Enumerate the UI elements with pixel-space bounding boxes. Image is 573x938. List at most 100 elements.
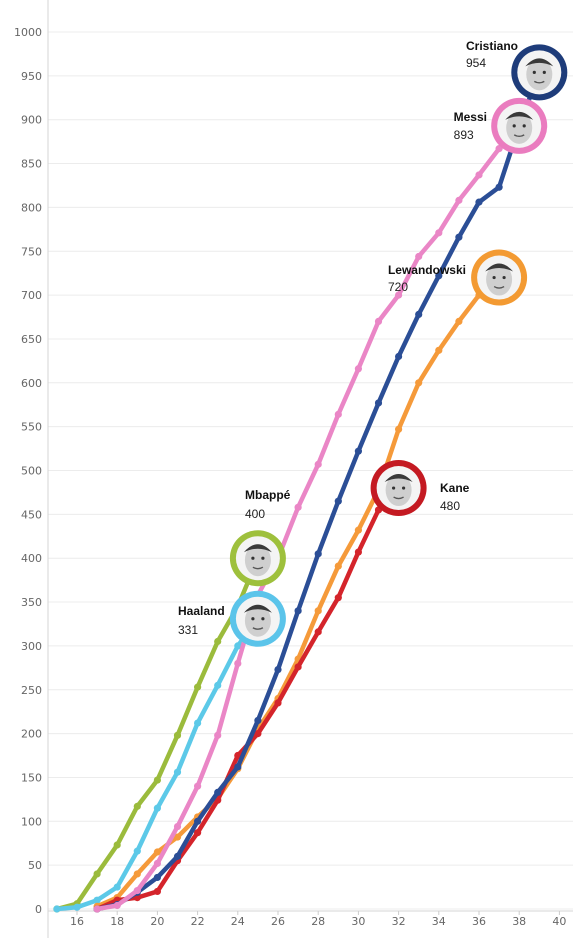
data-point [415,310,423,318]
eye-shape [532,70,536,74]
data-point [435,229,443,237]
data-point [314,550,322,558]
series-layer [53,68,543,913]
data-point [234,763,242,771]
data-point [354,447,362,455]
data-point [374,399,383,407]
axes: 0 50 100 150 200 250 300 350 400 450 500 550 600 650 7… [14,0,573,938]
data-point [234,642,242,650]
hair-shape [505,111,534,120]
data-point [495,183,503,191]
data-point [173,731,182,739]
data-point [153,887,161,896]
avatar-haaland [229,590,286,647]
data-point [194,817,202,825]
data-point [274,699,282,707]
series-cristiano [93,68,543,913]
data-point [254,730,262,738]
data-point [113,841,121,849]
data-point [294,607,302,615]
player-face-icon [243,544,272,577]
y-tick-label: 250 [21,684,42,697]
x-tick-label: 34 [432,915,446,928]
avatar-mbappé [229,530,286,587]
x-tick-label: 22 [191,915,205,928]
player-face-icon [525,58,554,91]
player-name-label: Kane [440,481,470,495]
data-point [475,198,483,206]
mouth-shape [493,285,505,289]
data-point [354,365,362,373]
data-point [133,886,141,895]
data-point [214,681,222,689]
series-line [94,70,542,912]
avatar-messi [491,97,548,154]
y-tick-label: 950 [21,70,42,83]
eye-shape [261,617,265,621]
player-goal-total: 331 [178,623,198,637]
data-point [133,802,141,810]
x-tick-label: 28 [311,915,325,928]
data-point [435,272,443,280]
player-goal-total: 400 [245,507,265,521]
mouth-shape [252,566,264,570]
data-point [214,637,222,646]
mouth-shape [533,80,545,84]
x-tick-label: 40 [552,915,566,928]
data-point [415,252,423,261]
y-tick-label: 400 [21,552,42,565]
x-tick-label: 32 [392,915,406,928]
data-point [173,833,182,841]
data-point [73,903,81,911]
data-point [173,768,182,776]
data-point [374,317,383,326]
data-point [173,822,182,831]
data-point [354,548,362,556]
data-point [334,562,342,570]
data-point [93,896,101,904]
face-shape [486,263,513,296]
x-tick-label: 16 [70,915,84,928]
data-point [334,594,342,602]
gridlines [48,31,573,910]
data-point [294,663,302,671]
data-point [214,788,222,796]
y-tick-label: 150 [21,771,42,784]
eye-shape [251,617,255,621]
player-name-label: Lewandowski [388,263,466,277]
mouth-shape [513,134,525,138]
mouth-shape [252,627,264,630]
data-point [53,905,61,913]
player-face-icon [384,474,413,507]
player-face-icon [505,111,534,144]
face-shape [244,604,271,637]
data-point [194,683,202,691]
data-point [153,848,161,856]
y-tick-label: 550 [21,421,42,434]
x-tick-label: 18 [110,915,124,928]
x-tick-label: 38 [512,915,526,928]
x-tick-label: 24 [231,915,245,928]
data-point [395,291,403,299]
player-name-label: Haaland [178,604,225,618]
data-point [274,665,282,674]
data-point [153,776,161,784]
y-tick-label: 50 [28,859,42,872]
data-point [194,829,202,837]
eye-shape [402,486,406,490]
series-line [94,123,522,912]
data-point [455,233,463,241]
data-point [153,873,161,882]
player-labels: Cristiano 954 Messi 893 Lewandowski 720 Kane 48… [178,39,568,647]
data-point [314,607,322,615]
data-point [133,870,141,878]
eye-shape [512,124,516,128]
data-point [173,852,182,860]
data-point [435,346,443,354]
data-point [294,503,302,511]
avatar-cristiano [511,44,568,101]
y-tick-label: 900 [21,114,42,127]
data-point [234,659,242,668]
y-tick-label: 200 [21,728,42,741]
data-point [93,905,101,913]
